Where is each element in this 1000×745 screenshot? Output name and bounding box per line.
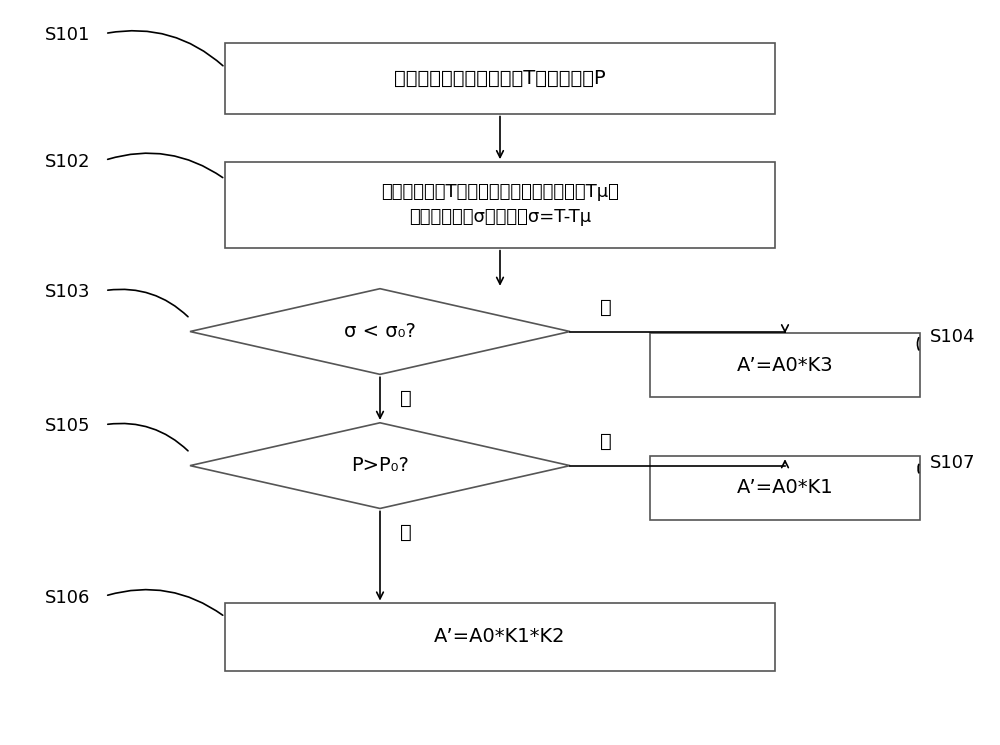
Text: 是: 是 [400, 389, 412, 408]
Text: A’=A0*K1*K2: A’=A0*K1*K2 [434, 627, 566, 647]
Text: S106: S106 [45, 589, 90, 606]
Text: A’=A0*K1: A’=A0*K1 [737, 478, 833, 498]
FancyBboxPatch shape [225, 603, 775, 670]
Text: 否: 否 [600, 431, 612, 451]
Text: 否: 否 [600, 297, 612, 317]
Polygon shape [190, 423, 570, 509]
Polygon shape [190, 288, 570, 374]
Text: S101: S101 [45, 26, 90, 44]
Text: S105: S105 [45, 417, 90, 435]
FancyBboxPatch shape [225, 162, 775, 248]
Text: A’=A0*K3: A’=A0*K3 [737, 355, 833, 375]
Text: 获取空调系统的排气温度T和排气压力P: 获取空调系统的排气温度T和排气压力P [394, 69, 606, 88]
Text: 根据排气温度T和排气压力对应的饱和温度Tμ获
取排气过热度σ，其中，σ=T-Tμ: 根据排气温度T和排气压力对应的饱和温度Tμ获 取排气过热度σ，其中，σ=T-Tμ [381, 183, 619, 226]
Text: S104: S104 [930, 328, 976, 346]
Text: S107: S107 [930, 454, 976, 472]
Text: 是: 是 [400, 523, 412, 542]
Text: S102: S102 [45, 153, 90, 171]
FancyBboxPatch shape [650, 334, 920, 396]
FancyBboxPatch shape [225, 42, 775, 113]
Text: S103: S103 [45, 283, 90, 301]
Text: σ < σ₀?: σ < σ₀? [344, 322, 416, 341]
FancyBboxPatch shape [650, 456, 920, 520]
Text: P>P₀?: P>P₀? [351, 456, 409, 475]
